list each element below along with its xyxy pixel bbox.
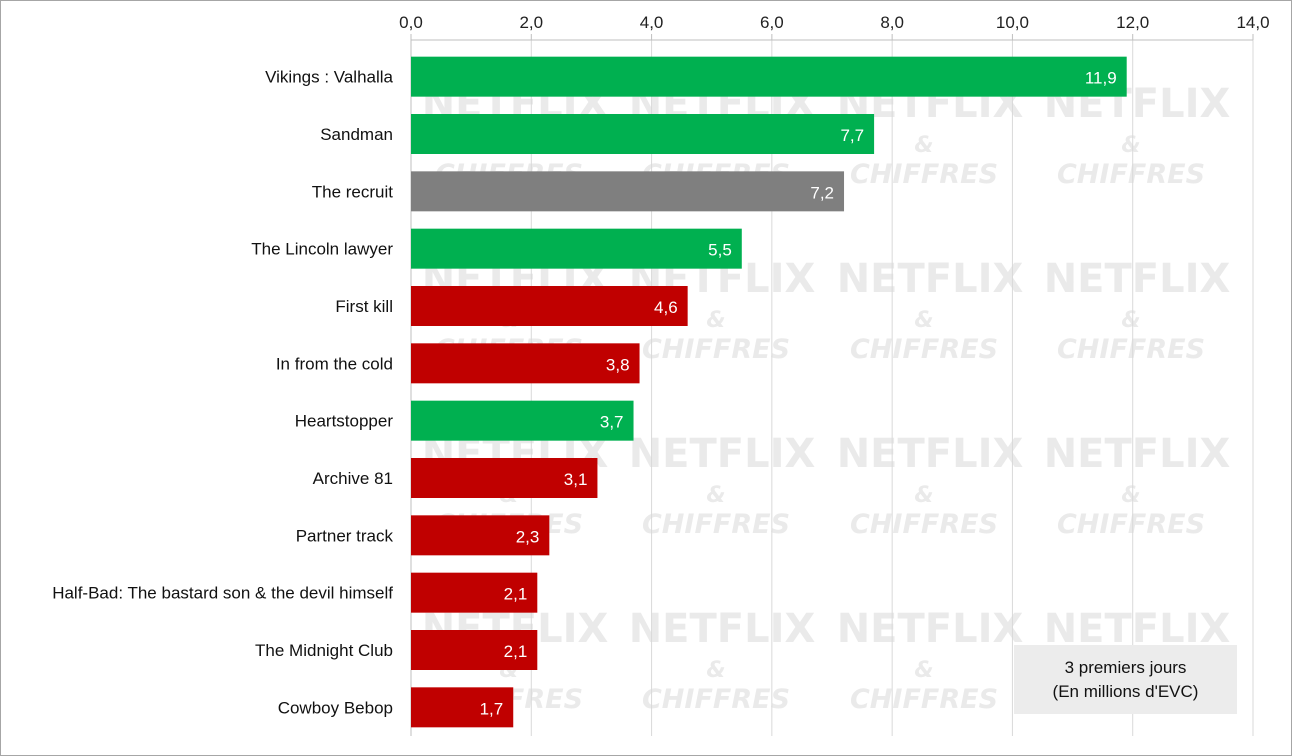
x-tick-label: 10,0 xyxy=(996,13,1029,32)
bar xyxy=(411,286,688,326)
value-label: 2,1 xyxy=(504,642,528,661)
bar xyxy=(411,171,845,212)
bar xyxy=(411,56,1127,97)
bar xyxy=(411,515,550,556)
category-label: First kill xyxy=(335,297,393,316)
watermark-text: CHIFFRES xyxy=(642,334,790,365)
watermark-text: & xyxy=(1121,483,1140,508)
x-tick-label: 4,0 xyxy=(640,13,664,32)
category-label: Archive 81 xyxy=(313,469,393,488)
x-tick-label: 12,0 xyxy=(1116,13,1149,32)
value-labels: 11,9 7,7 7,2 5,5 4,6 3,8 3,7 3,1 2,3 2,1 2,1 1,7 xyxy=(480,69,1117,719)
category-labels: Vikings : Valhalla Sandman The recruit The … xyxy=(52,68,393,718)
watermark-text: CHIFFRES xyxy=(642,684,790,715)
category-label: Partner track xyxy=(296,526,394,545)
category-label: Sandman xyxy=(320,125,393,144)
watermark-text: CHIFFRES xyxy=(1057,334,1205,365)
bar xyxy=(411,572,538,613)
watermark-text: & xyxy=(1121,133,1140,158)
watermark-text: NETFLIX xyxy=(1044,256,1231,302)
value-label: 11,9 xyxy=(1085,69,1117,88)
x-tick-label: 2,0 xyxy=(519,13,543,32)
category-label: Vikings : Valhalla xyxy=(265,68,393,87)
bar xyxy=(411,228,742,269)
category-label: Heartstopper xyxy=(295,412,394,431)
bar xyxy=(411,687,514,728)
bar xyxy=(411,458,598,498)
watermark-text: NETFLIX xyxy=(837,431,1024,477)
value-label: 1,7 xyxy=(480,699,504,718)
watermark-text: & xyxy=(706,658,725,683)
category-label: Cowboy Bebop xyxy=(278,698,393,717)
watermark-text: NETFLIX xyxy=(1044,606,1231,652)
watermark-logo: NETFLIX &CHIFFRES xyxy=(837,606,1024,715)
watermark-text: & xyxy=(914,658,933,683)
value-label: 2,3 xyxy=(516,527,540,546)
watermark-logo: NETFLIX &CHIFFRES xyxy=(837,431,1024,540)
watermark-text: CHIFFRES xyxy=(850,159,998,190)
watermark-logo: NETFLIX&CHIFFRES xyxy=(1044,81,1231,190)
watermark-text: CHIFFRES xyxy=(1057,509,1205,540)
bar xyxy=(411,114,875,154)
watermark-text: CHIFFRES xyxy=(850,509,998,540)
watermark-text: & xyxy=(914,483,933,508)
value-label: 7,7 xyxy=(840,126,864,145)
x-axis-ticks: 0,0 2,0 4,0 6,0 8,0 10,0 12,0 14,0 xyxy=(399,13,1269,32)
value-label: 3,8 xyxy=(606,355,630,374)
x-tick-label: 0,0 xyxy=(399,13,423,32)
value-label: 3,7 xyxy=(600,413,624,432)
watermark-logo: NETFLIX &CHIFFRES xyxy=(1044,431,1231,540)
x-tick-label: 6,0 xyxy=(760,13,784,32)
watermark-logo: NETFLIX &CHIFFRES xyxy=(1044,256,1231,365)
watermark-text: NETFLIX xyxy=(837,256,1024,302)
watermark-text: & xyxy=(706,483,725,508)
watermark-text: & xyxy=(914,308,933,333)
value-label: 2,1 xyxy=(504,585,528,604)
bar xyxy=(411,630,538,670)
value-label: 4,6 xyxy=(654,298,678,317)
annotation-box: 3 premiers jours (En millions d'EVC) xyxy=(1014,645,1237,714)
category-label: The recruit xyxy=(312,182,394,201)
watermark-text: NETFLIX xyxy=(629,606,816,652)
watermark-logo: NETFLIX &CHIFFRES xyxy=(837,256,1024,365)
gridlines xyxy=(410,34,1254,736)
x-tick-label: 14,0 xyxy=(1236,13,1269,32)
watermark-text: NETFLIX xyxy=(837,606,1024,652)
value-label: 5,5 xyxy=(708,241,732,260)
watermark-text: & xyxy=(1121,308,1140,333)
annotation-line-1: 3 premiers jours xyxy=(1064,657,1187,677)
watermark-text: NETFLIX xyxy=(1044,431,1231,477)
category-label: The Lincoln lawyer xyxy=(251,240,393,259)
value-label: 7,2 xyxy=(810,183,834,202)
watermark-text: & xyxy=(914,133,933,158)
category-label: In from the cold xyxy=(276,354,393,373)
watermark-text: CHIFFRES xyxy=(850,684,998,715)
bar xyxy=(411,343,640,384)
watermark-text: NETFLIX xyxy=(629,431,816,477)
watermark-text: CHIFFRES xyxy=(850,334,998,365)
watermark-text: CHIFFRES xyxy=(642,509,790,540)
category-label: Half-Bad: The bastard son & the devil hi… xyxy=(52,584,393,603)
bar xyxy=(411,400,634,441)
watermark-logo: NETFLIX &CHIFFRES xyxy=(629,431,816,540)
watermark-text: & xyxy=(706,308,725,333)
x-tick-label: 8,0 xyxy=(880,13,904,32)
watermark-logo: NETFLIX &CHIFFRES xyxy=(629,606,816,715)
value-label: 3,1 xyxy=(564,470,588,489)
annotation-line-2: (En millions d'EVC) xyxy=(1052,681,1199,701)
bars xyxy=(411,56,1127,728)
category-label: The Midnight Club xyxy=(255,641,393,660)
watermark-text: CHIFFRES xyxy=(1057,159,1205,190)
